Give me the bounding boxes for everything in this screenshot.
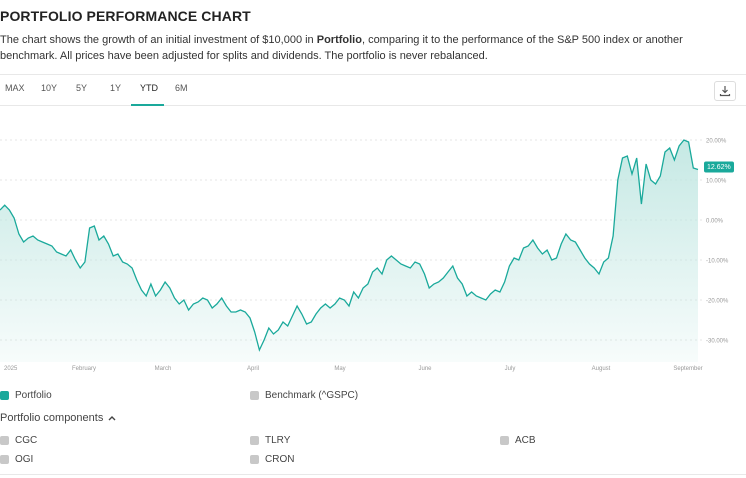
x-tick-label: April (247, 366, 259, 372)
component-swatch (0, 436, 9, 445)
download-icon (719, 86, 731, 97)
legend-portfolio-label: Portfolio (15, 390, 52, 401)
tab-1y[interactable]: 1Y (110, 83, 122, 93)
download-button[interactable] (714, 81, 736, 101)
tab-ytd[interactable]: YTD (140, 83, 158, 93)
y-tick-label: -20.00% (706, 299, 729, 305)
component-label: CGC (15, 435, 38, 446)
tab-5y[interactable]: 5Y (76, 83, 88, 93)
x-tick-label: June (418, 366, 432, 372)
x-tick-label: July (505, 366, 516, 372)
performance-chart: 20.00% 10.00% 0.00% -10.00% -20.00% -30.00% 2… (0, 139, 734, 372)
active-tab-indicator (131, 104, 164, 106)
legend-portfolio[interactable]: Portfolio (0, 390, 52, 401)
component-ogi[interactable]: OGI (0, 454, 33, 465)
component-tlry[interactable]: TLRY (250, 435, 290, 446)
tab-6m[interactable]: 6M (175, 83, 188, 93)
x-tick-label: February (72, 366, 96, 372)
benchmark-swatch (250, 391, 259, 400)
y-tick-label: -30.00% (706, 339, 729, 345)
portfolio-line (0, 139, 699, 352)
y-tick-label: 10.00% (706, 179, 727, 185)
component-acb[interactable]: ACB (500, 435, 536, 446)
chart-description: The chart shows the growth of an initial… (0, 34, 683, 62)
portfolio-swatch (0, 391, 9, 400)
portfolio-components-toggle[interactable]: Portfolio components (0, 412, 117, 424)
y-tick-label: 0.00% (706, 219, 724, 225)
component-cgc[interactable]: CGC (0, 435, 37, 446)
page-title: PORTFOLIO PERFORMANCE CHART (0, 8, 251, 24)
component-label: OGI (15, 454, 34, 465)
x-tick-label: May (334, 366, 345, 372)
legend-benchmark[interactable]: Benchmark (^GSPC) (250, 390, 358, 401)
last-value-badge: 12.62% (704, 161, 734, 173)
tab-10y[interactable]: 10Y (41, 83, 58, 93)
y-tick-label: -10.00% (706, 259, 729, 265)
last-value-label: 12.62% (707, 164, 731, 171)
portfolio-name: Portfolio (316, 34, 362, 46)
x-tick-label: August (592, 366, 611, 372)
component-swatch (250, 455, 259, 464)
bottom-divider (0, 474, 746, 475)
components-toggle-label: Portfolio components (0, 412, 104, 424)
x-tick-label: 2025 (4, 366, 18, 372)
component-swatch (500, 436, 509, 445)
component-swatch (0, 455, 9, 464)
y-tick-label: 20.00% (706, 139, 727, 145)
component-swatch (250, 436, 259, 445)
component-cron[interactable]: CRON (250, 454, 294, 465)
portfolio-area (0, 140, 698, 362)
tab-max[interactable]: MAX (5, 83, 25, 93)
component-label: CRON (265, 454, 295, 465)
x-tick-label: September (673, 366, 702, 372)
x-tick-label: March (155, 366, 172, 372)
timeframe-tabs: MAX 10Y 5Y 1Y YTD 6M (0, 74, 746, 106)
legend-benchmark-label: Benchmark (^GSPC) (265, 390, 359, 401)
chevron-up-icon (108, 416, 116, 421)
component-label: TLRY (265, 435, 291, 446)
component-label: ACB (515, 435, 536, 446)
